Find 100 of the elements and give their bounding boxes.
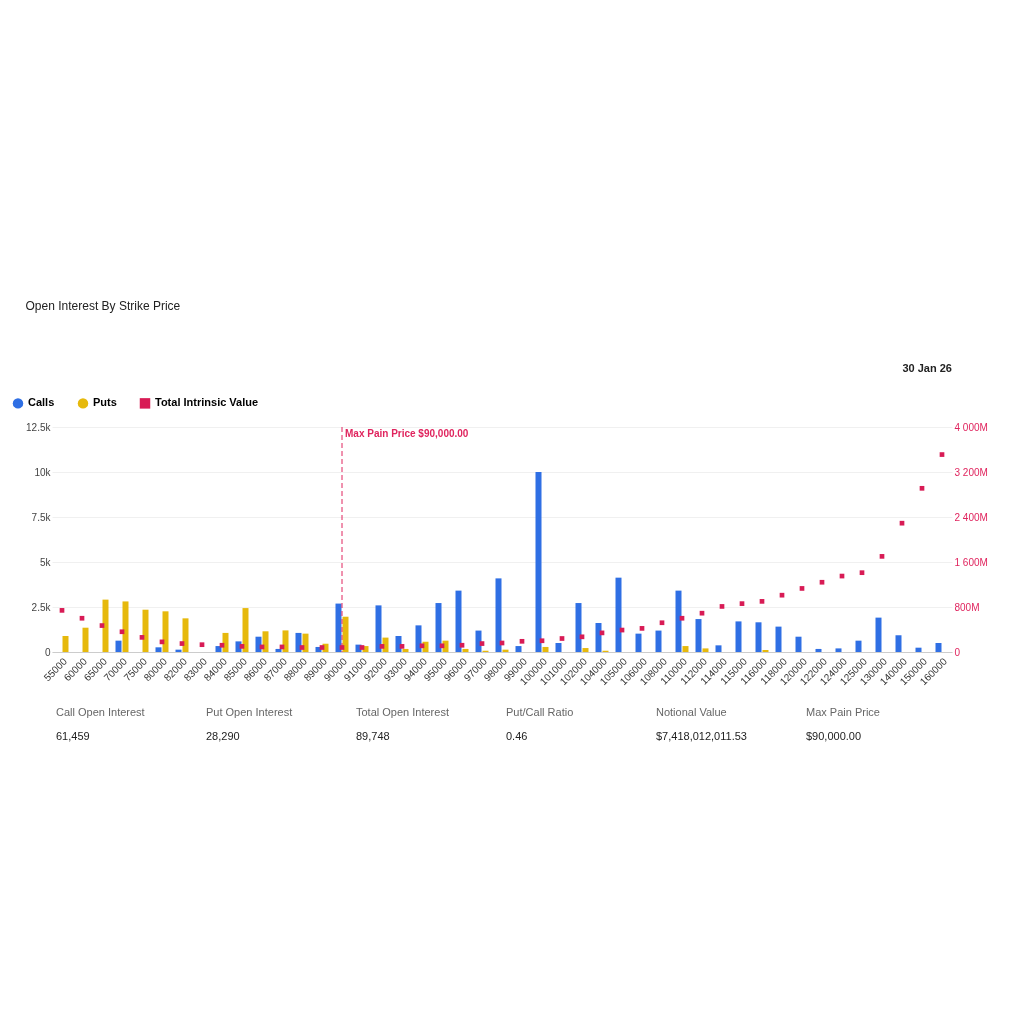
point [479, 641, 485, 646]
bar [815, 648, 822, 652]
bar [142, 609, 149, 652]
bar [375, 605, 382, 652]
text: Put Open Interest [206, 706, 293, 718]
point [899, 520, 905, 526]
bar [655, 630, 662, 652]
bar [455, 590, 462, 652]
point [519, 638, 525, 644]
bar [535, 472, 542, 652]
point [219, 642, 225, 648]
point [759, 599, 765, 604]
point [419, 643, 425, 649]
text: 28,290 [206, 730, 240, 742]
bar [875, 617, 882, 652]
bar [795, 636, 802, 652]
point [399, 644, 405, 649]
text: 89,748 [356, 730, 390, 742]
bar [682, 646, 689, 652]
point [79, 615, 85, 621]
text: $90,000.00 [806, 730, 862, 742]
bar [735, 621, 742, 652]
point [359, 645, 365, 650]
text: Total Open Interest [356, 706, 449, 718]
bar [515, 646, 522, 652]
bar [462, 648, 469, 652]
y2-tick-label: 0 [954, 646, 961, 658]
bar [155, 647, 162, 652]
bar [615, 577, 622, 652]
y-tick-label: 10k [34, 466, 52, 478]
bar [122, 601, 129, 652]
bar [162, 611, 169, 652]
bar [675, 590, 682, 652]
point [719, 604, 725, 609]
bar [935, 643, 942, 652]
point [939, 452, 945, 457]
point [199, 642, 205, 648]
bar [242, 608, 249, 652]
bar [102, 599, 109, 652]
bar [395, 635, 402, 652]
y2-tick-label: 2 400M [954, 511, 988, 523]
bar [282, 630, 289, 652]
bar [542, 646, 549, 652]
point [139, 635, 145, 640]
text: $7,418,012,011.53 [656, 730, 747, 742]
ref-line-label: Max Pain Price $90,000.00 [345, 428, 469, 439]
bar [635, 633, 642, 652]
point [859, 570, 865, 576]
bar [755, 622, 762, 652]
bar [182, 618, 189, 652]
text: Put/Call Ratio [506, 706, 574, 718]
point [879, 554, 885, 559]
bar [595, 623, 602, 652]
point [919, 485, 925, 491]
point [459, 642, 465, 648]
y2-tick-label: 1 600M [954, 556, 988, 568]
bar [82, 627, 89, 652]
point [439, 643, 445, 649]
text: Notional Value [656, 706, 727, 718]
bar [262, 631, 269, 652]
point [659, 620, 665, 626]
bar [575, 603, 582, 652]
bar [855, 640, 862, 652]
y2-tick-label: 800M [954, 601, 980, 613]
point [99, 623, 105, 628]
bar [402, 648, 409, 652]
y2-tick-label: 4 000M [954, 421, 988, 433]
y-tick-label: 2.5k [31, 601, 52, 613]
point [779, 592, 785, 598]
y2-tick-label: 3 200M [954, 466, 988, 478]
point [179, 641, 185, 646]
legend-label: Puts [93, 396, 117, 409]
bar [555, 643, 562, 652]
point [699, 610, 705, 616]
bar [895, 635, 902, 652]
bar [582, 648, 589, 652]
bar [382, 637, 389, 652]
text: Max Pain Price [806, 706, 880, 718]
bar [475, 630, 482, 652]
bar [495, 578, 502, 652]
text: 30 Jan 26 [902, 362, 952, 374]
bar [915, 647, 922, 652]
point [539, 638, 545, 644]
point [559, 636, 565, 641]
point [739, 601, 745, 606]
bar [222, 632, 229, 652]
y-tick-label: 7.5k [31, 511, 52, 523]
legend-label: Total Intrinsic Value [155, 396, 259, 409]
bar [302, 633, 309, 652]
bar [775, 626, 782, 652]
bar [702, 648, 709, 652]
bar [62, 635, 69, 652]
bar [442, 640, 449, 652]
bar [695, 619, 702, 652]
bar [342, 616, 349, 652]
bar [715, 645, 722, 652]
point [639, 626, 645, 631]
bar [415, 625, 422, 652]
y-tick-label: 0 [44, 646, 51, 658]
legend-label: Calls [28, 396, 55, 409]
